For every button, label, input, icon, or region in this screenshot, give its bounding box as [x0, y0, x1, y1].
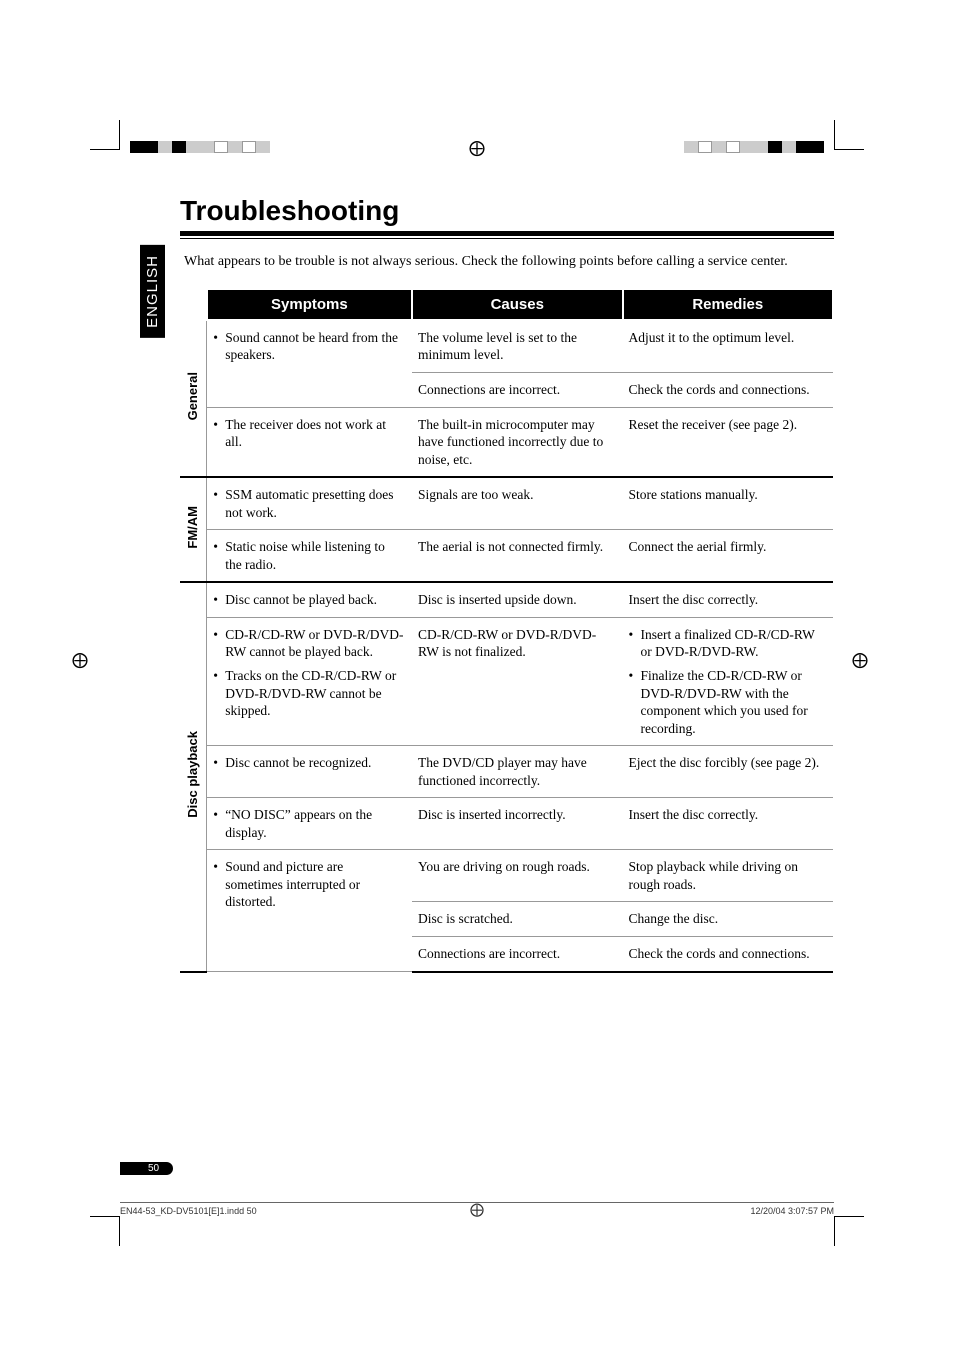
- category-label: FM/AM: [185, 506, 202, 549]
- cause-cell: Disc is inserted incorrectly.: [412, 798, 622, 850]
- symptom-cell: •Sound and picture are sometimes interru…: [207, 850, 412, 972]
- remedy-cell: Change the disc.: [623, 902, 834, 937]
- registration-bar: ⨁: [0, 140, 954, 170]
- cause-cell: The DVD/CD player may have functioned in…: [412, 746, 622, 798]
- registration-mark: ⨁: [72, 650, 102, 680]
- symptom-cell: •CD-R/CD-RW or DVD-R/DVD-RW cannot be pl…: [207, 617, 412, 745]
- category-cell: Disc playback: [180, 582, 207, 971]
- symptom-cell: •Disc cannot be played back.: [207, 582, 412, 617]
- cause-cell: Signals are too weak.: [412, 477, 622, 530]
- symptom-cell: •“NO DISC” appears on the display.: [207, 798, 412, 850]
- cause-cell: Disc is scratched.: [412, 902, 622, 937]
- remedy-cell: Check the cords and connections.: [623, 937, 834, 972]
- category-cell: General: [180, 320, 207, 477]
- category-cell: FM/AM: [180, 477, 207, 582]
- remedy-cell: •Insert a finalized CD-R/CD-RW or DVD-R/…: [623, 617, 834, 745]
- remedy-cell: Eject the disc forcibly (see page 2).: [623, 746, 834, 798]
- cause-cell: You are driving on rough roads.: [412, 850, 622, 902]
- cause-cell: Connections are incorrect.: [412, 937, 622, 972]
- title-rule-thick: [180, 231, 834, 236]
- remedy-cell: Adjust it to the optimum level.: [623, 320, 834, 373]
- registration-mark: ⨁: [852, 650, 882, 680]
- category-label: Disc playback: [185, 731, 202, 818]
- remedy-cell: Connect the aerial firmly.: [623, 530, 834, 583]
- page-title: Troubleshooting: [180, 195, 834, 227]
- remedy-cell: Check the cords and connections.: [623, 372, 834, 407]
- cause-cell: Connections are incorrect.: [412, 372, 622, 407]
- symptom-cell: •Static noise while listening to the rad…: [207, 530, 412, 583]
- language-tab: ENGLISH: [140, 245, 165, 338]
- remedy-cell: Store stations manually.: [623, 477, 834, 530]
- intro-text: What appears to be trouble is not always…: [184, 253, 834, 272]
- symptom-cell: •Sound cannot be heard from the speakers…: [207, 320, 412, 407]
- registration-center-icon: ⨁: [469, 138, 485, 158]
- remedy-cell: Reset the receiver (see page 2).: [623, 407, 834, 477]
- footer-date: 12/20/04 3:07:57 PM: [750, 1206, 834, 1216]
- footer-file: EN44-53_KD-DV5101[E]1.indd 50: [120, 1206, 257, 1216]
- footer-center-icon: ⨁: [470, 1201, 484, 1218]
- remedy-cell: Insert the disc correctly.: [623, 798, 834, 850]
- col-remedies: Remedies: [623, 290, 834, 320]
- category-label: General: [185, 372, 202, 420]
- cause-cell: The built-in microcomputer may have func…: [412, 407, 622, 477]
- symptom-cell: •SSM automatic presetting does not work.: [207, 477, 412, 530]
- col-symptoms: Symptoms: [207, 290, 412, 320]
- cause-cell: CD-R/CD-RW or DVD-R/DVD-RW is not finali…: [412, 617, 622, 745]
- symptom-cell: •The receiver does not work at all.: [207, 407, 412, 477]
- page-footer: 50 EN44-53_KD-DV5101[E]1.indd 50 ⨁ 12/20…: [120, 1158, 834, 1216]
- title-rule-thin: [180, 238, 834, 239]
- cause-cell: The volume level is set to the minimum l…: [412, 320, 622, 373]
- cause-cell: Disc is inserted upside down.: [412, 582, 622, 617]
- remedy-cell: Stop playback while driving on rough roa…: [623, 850, 834, 902]
- crop-mark: [834, 1216, 864, 1246]
- symptom-cell: •Disc cannot be recognized.: [207, 746, 412, 798]
- page-number: 50: [120, 1162, 173, 1175]
- troubleshooting-table: Symptoms Causes Remedies General •Sound c…: [180, 290, 834, 973]
- cause-cell: The aerial is not connected firmly.: [412, 530, 622, 583]
- remedy-cell: Insert the disc correctly.: [623, 582, 834, 617]
- col-causes: Causes: [412, 290, 622, 320]
- crop-mark: [90, 1216, 120, 1246]
